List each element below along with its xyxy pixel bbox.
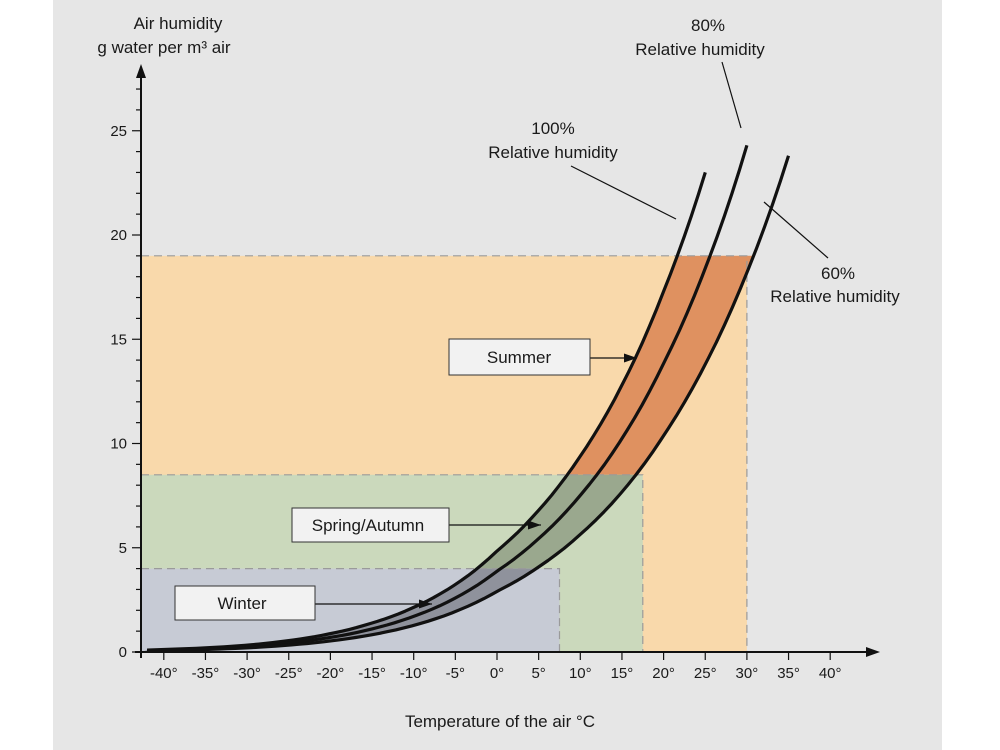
summer-region-border <box>141 255 748 652</box>
x-tick-label: -30° <box>233 665 261 682</box>
x-axis-label: Temperature of the air °C <box>405 712 595 731</box>
leader-80-pct <box>721 61 742 129</box>
leader-100-pct <box>570 165 677 220</box>
y-axis-label-line2: g water per m³ air <box>97 38 231 57</box>
curve-label-60-text: Relative humidity <box>770 287 900 306</box>
y-tick-label: 0 <box>119 644 127 661</box>
x-tick-label: -25° <box>275 665 303 682</box>
summer-label: Summer <box>487 348 552 367</box>
text-labels: Air humidity g water per m³ air Temperat… <box>97 14 900 731</box>
spring-autumn-arrow-head <box>528 520 541 530</box>
summer-arrow-head <box>624 353 637 363</box>
axes: 0 5 10 15 20 25 -40° -35° -30° -25° -20° -15° -10° -5… <box>110 64 880 682</box>
x-tick-label: 20° <box>652 665 675 682</box>
x-tick-label: 5° <box>531 665 545 682</box>
leader-60-pct <box>763 201 829 259</box>
y-tick-label: 25 <box>110 123 127 140</box>
curve-label-80-text: Relative humidity <box>635 40 765 59</box>
winter-label-box <box>174 585 316 621</box>
x-tick-label: 40° <box>819 665 842 682</box>
x-axis-arrow <box>866 647 880 657</box>
x-tick-label: 30° <box>736 665 759 682</box>
curve-label-100-pct: 100% <box>531 119 574 138</box>
y-axis-label-line1: Air humidity <box>134 14 223 33</box>
winter-region-border <box>141 567 561 652</box>
summer-label-box <box>448 338 591 376</box>
y-tick-label: 10 <box>110 436 127 453</box>
summer-band <box>567 255 754 475</box>
x-tick-label: 35° <box>777 665 800 682</box>
x-tick-label: -5° <box>446 665 465 682</box>
winter-label: Winter <box>217 594 266 613</box>
x-tick-label: 10° <box>569 665 592 682</box>
x-tick-label: -40° <box>150 665 178 682</box>
y-tick-label: 20 <box>110 227 127 244</box>
x-tick-label: -15° <box>358 665 386 682</box>
x-tick-label: 0° <box>490 665 504 682</box>
x-tick-label: -35° <box>192 665 220 682</box>
y-axis-arrow <box>136 64 146 78</box>
curve-label-80-pct: 80% <box>691 16 725 35</box>
x-tick-label: 15° <box>611 665 634 682</box>
spring-autumn-region-border <box>141 474 644 652</box>
winter-arrow-head <box>419 599 432 609</box>
x-tick-label: 25° <box>694 665 717 682</box>
spring-autumn-label-box <box>291 507 450 543</box>
x-tick-label: -20° <box>317 665 345 682</box>
spring-autumn-label: Spring/Autumn <box>312 516 424 535</box>
curve-label-100-text: Relative humidity <box>488 143 618 162</box>
curve-60-pct <box>147 155 791 653</box>
y-tick-label: 5 <box>119 540 127 557</box>
humidity-curves <box>147 144 791 653</box>
curve-label-60-pct: 60% <box>821 264 855 283</box>
annotations <box>315 61 829 609</box>
y-tick-label: 15 <box>110 331 127 348</box>
season-regions <box>141 255 754 652</box>
x-tick-label: -10° <box>400 665 428 682</box>
